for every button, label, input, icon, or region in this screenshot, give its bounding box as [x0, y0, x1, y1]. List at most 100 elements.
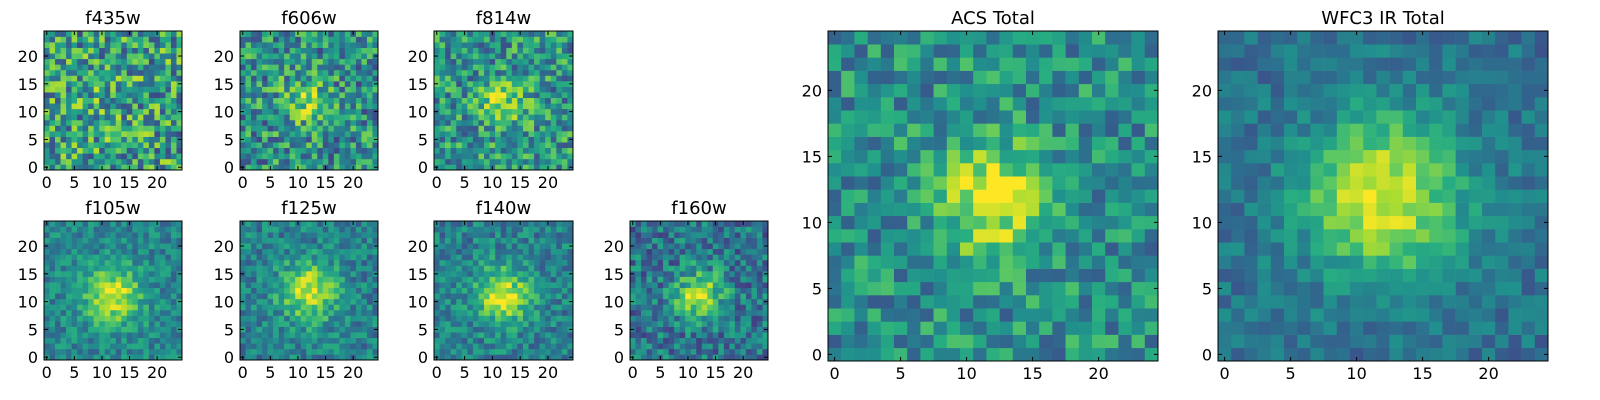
heatmap-cell	[256, 321, 263, 327]
heatmap-cell	[93, 153, 100, 160]
heatmap-cell	[701, 354, 708, 361]
heatmap-cell	[251, 282, 257, 289]
heatmap-cell	[960, 268, 974, 283]
heatmap-cell	[478, 114, 485, 121]
heatmap-cell	[646, 271, 653, 277]
heatmap-cell	[339, 75, 346, 82]
heatmap-cell	[49, 221, 56, 227]
heatmap-cell	[137, 153, 144, 160]
heatmap-cell	[545, 293, 552, 300]
heatmap-cell	[267, 114, 274, 121]
heatmap-cell	[539, 226, 546, 233]
heatmap-cell	[707, 243, 714, 250]
heatmap-cell	[148, 248, 155, 255]
heatmap-cell	[630, 287, 636, 294]
heatmap-cell	[534, 282, 540, 289]
heatmap-cell	[652, 259, 658, 266]
heatmap-cell	[712, 293, 719, 300]
heatmap-cell	[262, 226, 268, 233]
heatmap-cell	[668, 337, 675, 344]
heatmap-cell	[278, 282, 285, 289]
heatmap-cell	[500, 164, 507, 171]
heatmap-cell	[472, 237, 479, 244]
heatmap-cell	[284, 237, 290, 244]
heatmap-cell	[986, 255, 1000, 269]
heatmap-cell	[668, 232, 675, 238]
heatmap-cell	[630, 337, 636, 344]
heatmap-cell	[88, 226, 94, 233]
heatmap-cell	[350, 81, 357, 87]
heatmap-cell	[685, 282, 692, 289]
heatmap-cell	[77, 42, 83, 48]
heatmap-cell	[55, 53, 61, 60]
heatmap-cell	[44, 282, 50, 289]
heatmap-cell	[1065, 163, 1080, 177]
heatmap-cell	[472, 31, 479, 37]
heatmap-cell	[740, 265, 747, 272]
heatmap-cell	[77, 97, 83, 104]
heatmap-cell	[66, 69, 72, 76]
heatmap-cell	[707, 321, 714, 327]
heatmap-cell	[262, 276, 268, 283]
heatmap-cell	[517, 321, 524, 327]
heatmap-cell	[528, 348, 535, 355]
heatmap-cell	[115, 58, 122, 65]
heatmap-cell	[522, 47, 529, 54]
heatmap-cell	[489, 108, 496, 115]
x-tick-label: 0	[42, 363, 52, 382]
heatmap-cell	[707, 304, 714, 311]
x-tick-label: 20	[733, 363, 753, 382]
heatmap-cell	[44, 64, 50, 71]
heatmap-cell	[137, 315, 144, 322]
heatmap-cell	[256, 58, 263, 65]
heatmap-cell	[561, 92, 568, 99]
axes-frame	[629, 220, 769, 361]
heatmap-cell	[517, 147, 524, 154]
heatmap-cell	[137, 47, 144, 54]
heatmap-cell	[66, 315, 72, 322]
heatmap-cell	[55, 142, 61, 149]
heatmap-cell	[344, 298, 351, 305]
heatmap-cell	[1065, 334, 1080, 349]
heatmap-cell	[960, 255, 974, 269]
heatmap-cell	[176, 142, 183, 149]
heatmap-cell	[132, 125, 139, 132]
heatmap-cell	[251, 58, 257, 65]
heatmap-cell	[132, 131, 139, 137]
heatmap-cell	[1078, 163, 1093, 177]
heatmap-cell	[489, 343, 496, 350]
heatmap-cell	[696, 248, 703, 255]
heatmap-cell	[506, 315, 513, 322]
heatmap-cell	[170, 153, 177, 160]
heatmap-cell	[110, 81, 117, 87]
heatmap-cell	[115, 265, 122, 272]
heatmap-cell	[528, 58, 535, 65]
heatmap-cell	[350, 153, 357, 160]
heatmap-cell	[256, 114, 263, 121]
heatmap-cell	[567, 31, 574, 37]
heatmap-cell	[82, 337, 89, 344]
heatmap-cell	[148, 348, 155, 355]
heatmap-cell	[148, 354, 155, 361]
heatmap-cell	[478, 293, 485, 300]
heatmap-cell	[93, 131, 100, 137]
heatmap-cell	[366, 125, 373, 132]
heatmap-cell	[361, 164, 368, 171]
heatmap-cell	[920, 215, 934, 230]
heatmap-cell	[49, 237, 56, 244]
heatmap-cell	[517, 315, 524, 322]
heatmap-cell	[751, 309, 758, 316]
heatmap-cell	[322, 36, 329, 43]
heatmap-cell	[256, 31, 263, 37]
heatmap-cell	[545, 142, 552, 149]
heatmap-cell	[322, 293, 329, 300]
y-tick-label: 20	[214, 237, 234, 256]
heatmap-cell	[674, 259, 680, 266]
heatmap-cell	[729, 237, 736, 244]
heatmap-cell	[522, 64, 529, 71]
heatmap-cell	[663, 271, 669, 277]
heatmap-cell	[522, 343, 529, 350]
heatmap-cell	[159, 298, 166, 305]
heatmap-cell	[159, 147, 166, 154]
heatmap-cell	[273, 237, 279, 244]
